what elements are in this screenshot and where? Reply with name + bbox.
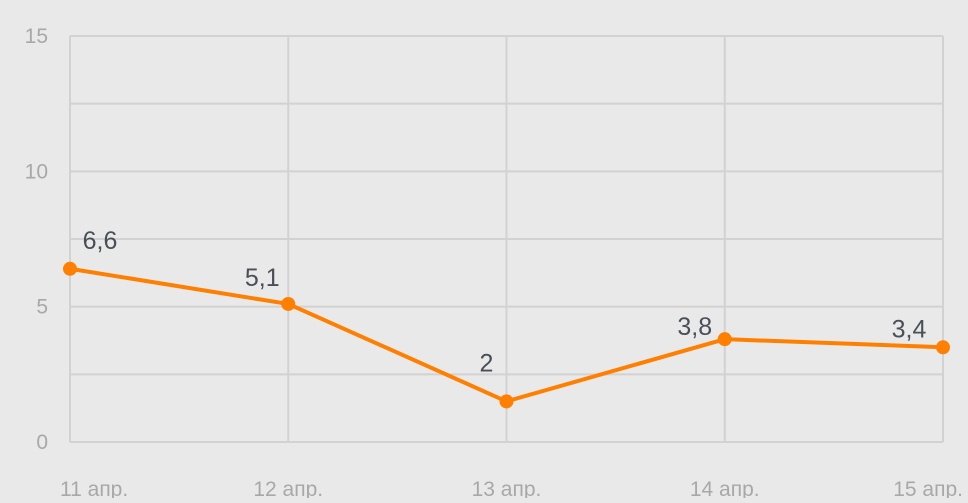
y-tick-label: 10 <box>25 160 48 183</box>
x-tick-label: 12 апр. <box>253 478 323 498</box>
data-point <box>499 394 514 409</box>
data-point <box>717 332 732 347</box>
data-label: 3,8 <box>677 313 712 341</box>
data-label: 2 <box>480 349 494 377</box>
y-tick-label: 0 <box>36 431 48 454</box>
y-tick-label: 5 <box>36 296 48 319</box>
x-tick-label: 15 апр. <box>893 478 963 498</box>
data-point <box>936 340 950 355</box>
data-label: 3,4 <box>892 315 927 343</box>
x-tick-label: 14 апр. <box>690 478 760 498</box>
data-label: 5,1 <box>245 264 280 292</box>
x-tick-label: 13 апр. <box>472 478 542 498</box>
x-tick-label: 11 апр. <box>60 478 128 498</box>
data-point <box>63 261 77 276</box>
data-point <box>281 296 296 311</box>
data-label: 6,6 <box>83 227 118 255</box>
y-tick-label: 15 <box>25 25 48 48</box>
